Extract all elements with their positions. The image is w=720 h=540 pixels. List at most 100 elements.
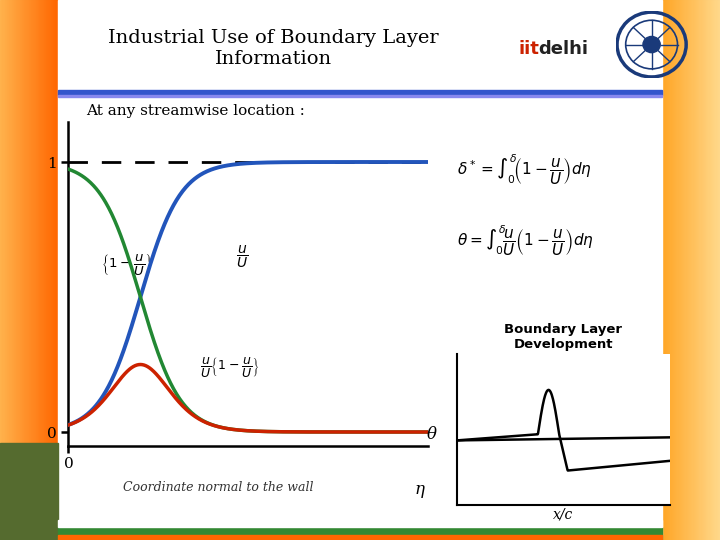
Bar	[710, 0, 711, 540]
Bar	[7, 0, 8, 540]
Bar	[39, 0, 40, 540]
Bar	[697, 0, 698, 540]
Bar	[14, 0, 15, 540]
Bar	[668, 0, 670, 540]
Bar	[10, 0, 12, 540]
Bar	[38, 0, 39, 540]
Bar	[712, 0, 713, 540]
Text: Industrial Use of Boundary Layer
Information: Industrial Use of Boundary Layer Informa…	[108, 29, 439, 68]
Bar	[714, 0, 716, 540]
Bar	[13, 0, 14, 540]
Bar	[674, 0, 675, 540]
Bar	[12, 0, 13, 540]
Bar	[40, 0, 42, 540]
Bar	[35, 0, 36, 540]
Text: θ: θ	[427, 426, 437, 443]
Bar	[0, 443, 58, 540]
Bar	[682, 0, 683, 540]
Bar	[0, 0, 1, 540]
Bar	[58, 0, 662, 540]
Bar	[1, 0, 2, 540]
Bar	[17, 0, 19, 540]
Bar	[9, 0, 10, 540]
Bar	[713, 0, 714, 540]
Bar	[662, 0, 664, 540]
Bar	[55, 0, 56, 540]
Bar	[676, 0, 678, 540]
Bar	[54, 0, 55, 540]
Bar	[708, 0, 710, 540]
Bar	[695, 0, 696, 540]
Bar	[48, 0, 50, 540]
Bar	[46, 0, 48, 540]
Bar	[2, 0, 4, 540]
Bar	[670, 0, 672, 540]
Bar	[687, 0, 688, 540]
Text: $\delta^* = \int_0^{\delta}\!\left(1 - \dfrac{u}{U}\right)d\eta$: $\delta^* = \int_0^{\delta}\!\left(1 - \…	[457, 153, 593, 187]
Bar	[680, 0, 681, 540]
Bar	[705, 0, 706, 540]
Bar	[19, 0, 21, 540]
Title: Boundary Layer
Development: Boundary Layer Development	[505, 323, 622, 351]
Bar	[690, 0, 691, 540]
Bar	[58, 520, 662, 526]
Bar	[29, 0, 30, 540]
Bar	[703, 0, 704, 540]
Text: $\dfrac{u}{U}$: $\dfrac{u}{U}$	[236, 244, 248, 269]
Text: iit: iit	[518, 39, 539, 58]
Bar	[21, 0, 22, 540]
Bar	[22, 0, 23, 540]
Bar	[32, 0, 33, 540]
Text: η: η	[415, 481, 424, 497]
Bar	[37, 0, 38, 540]
Bar	[693, 0, 695, 540]
Bar	[685, 0, 687, 540]
Bar	[42, 0, 44, 540]
Bar	[718, 0, 719, 540]
Bar	[667, 0, 668, 540]
Circle shape	[643, 36, 660, 52]
Bar	[719, 0, 720, 540]
Bar	[58, 526, 662, 540]
Bar	[36, 0, 37, 540]
Bar	[683, 0, 684, 540]
Bar	[666, 0, 667, 540]
Bar	[25, 0, 27, 540]
Bar	[699, 0, 701, 540]
Bar	[4, 0, 6, 540]
Bar	[56, 0, 58, 540]
Bar	[27, 0, 29, 540]
Text: $\left\{1-\dfrac{u}{U}\right\}$: $\left\{1-\dfrac{u}{U}\right\}$	[102, 252, 153, 277]
Bar	[24, 0, 25, 540]
Bar	[23, 0, 24, 540]
Bar	[8, 0, 9, 540]
Bar	[691, 0, 693, 540]
Bar	[684, 0, 685, 540]
Bar	[698, 0, 699, 540]
Bar	[706, 0, 707, 540]
Bar	[16, 0, 17, 540]
Bar	[53, 0, 54, 540]
Bar	[675, 0, 676, 540]
Bar	[15, 0, 16, 540]
Bar	[711, 0, 712, 540]
Bar	[58, 535, 662, 540]
Bar	[696, 0, 697, 540]
Bar	[30, 0, 31, 540]
Bar	[58, 94, 662, 97]
Bar	[704, 0, 705, 540]
Bar	[716, 0, 718, 540]
Bar	[33, 0, 35, 540]
Bar	[688, 0, 689, 540]
Bar	[707, 0, 708, 540]
Text: At any streamwise location :: At any streamwise location :	[86, 104, 305, 118]
Bar	[701, 0, 703, 540]
Bar	[31, 0, 32, 540]
Bar	[664, 0, 665, 540]
Bar	[681, 0, 682, 540]
Bar	[689, 0, 690, 540]
Text: $\theta = \int_0^{\delta}\!\dfrac{u}{U}\left(1-\dfrac{u}{U}\right)d\eta$: $\theta = \int_0^{\delta}\!\dfrac{u}{U}\…	[457, 223, 594, 258]
Text: delhi: delhi	[539, 39, 588, 58]
Bar	[665, 0, 666, 540]
Text: Coordinate normal to the wall: Coordinate normal to the wall	[123, 481, 314, 494]
